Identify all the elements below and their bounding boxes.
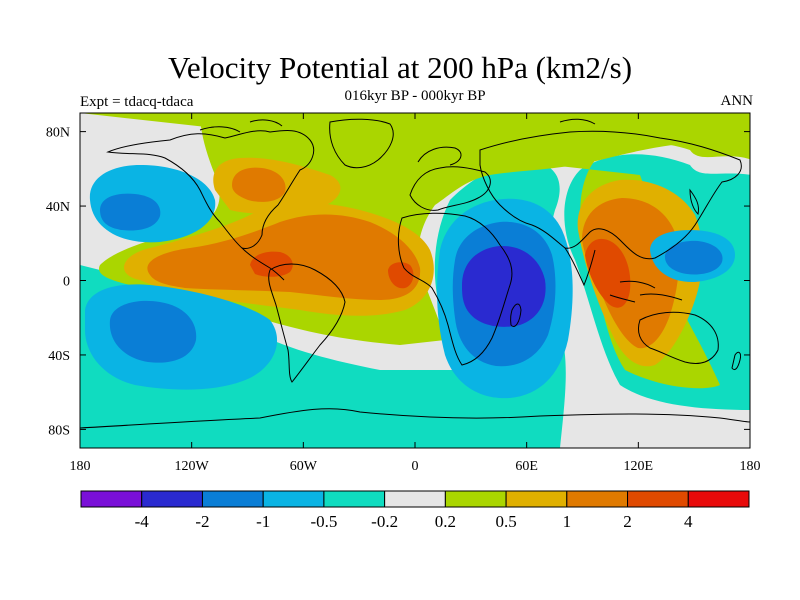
coastlines	[80, 118, 750, 429]
map-axes: 180 120W 60W 0 60E 120E 180 80N 40N 0 40S 80S	[46, 113, 761, 474]
colorbar-label: 2	[623, 512, 632, 531]
y-tick-label: 80S	[48, 423, 70, 438]
colorbar-label: 0.2	[435, 512, 456, 531]
colorbar-swatch	[687, 490, 750, 508]
x-tick-label: 180	[740, 459, 761, 474]
x-tick-label: 60E	[515, 459, 538, 474]
colorbar-label: -1	[256, 512, 270, 531]
x-tick-label: 60W	[290, 459, 318, 474]
colorbar-swatch	[566, 490, 629, 508]
colorbar-swatch	[384, 490, 446, 508]
colorbar-label: 4	[684, 512, 693, 531]
colorbar-label: -2	[195, 512, 209, 531]
colorbar-swatch	[627, 490, 689, 508]
colorbar: -4 -2 -1 -0.5 -0.2 0.2 0.5 1 2 4	[80, 490, 750, 531]
colorbar-swatch	[505, 490, 568, 508]
colorbar-label: -4	[135, 512, 150, 531]
y-tick-label: 0	[63, 275, 70, 290]
y-tick-label: 40N	[46, 200, 70, 215]
x-tick-label: 120E	[624, 459, 654, 474]
experiment-label: Expt = tdacq-tdaca	[80, 94, 194, 110]
colorbar-swatch	[323, 490, 386, 508]
colorbar-label: 1	[563, 512, 572, 531]
season-label: ANN	[720, 93, 754, 109]
x-tick-label: 180	[70, 459, 91, 474]
x-tick-label: 120W	[175, 459, 210, 474]
contour-fill	[80, 113, 750, 448]
colorbar-label: -0.2	[371, 512, 398, 531]
y-tick-label: 80N	[46, 126, 70, 141]
x-tick-label: 0	[412, 459, 419, 474]
map-title: Velocity Potential at 200 hPa (km2/s)	[167, 50, 633, 85]
colorbar-swatch	[141, 490, 203, 508]
colorbar-swatch	[201, 490, 264, 508]
colorbar-swatch	[80, 490, 143, 508]
colorbar-label: -0.5	[310, 512, 337, 531]
map-subtitle: 016kyr BP - 000kyr BP	[344, 88, 486, 104]
colorbar-label: 0.5	[495, 512, 516, 531]
colorbar-swatch	[262, 490, 325, 508]
colorbar-swatch	[444, 490, 507, 508]
y-tick-label: 40S	[48, 349, 70, 364]
